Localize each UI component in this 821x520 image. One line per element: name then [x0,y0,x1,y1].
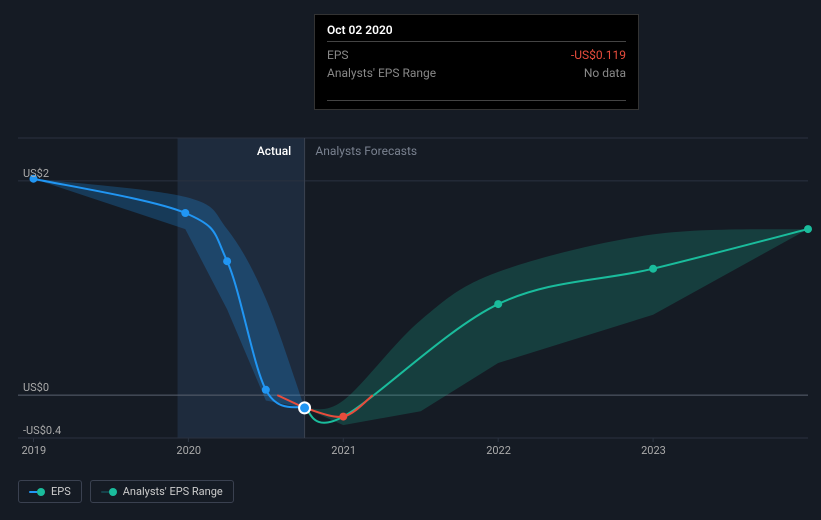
x-axis-label: 2019 [21,444,46,457]
eps-forecast-line-marker [494,300,502,308]
tooltip-row-value: No data [584,66,626,80]
legend-label: Analysts' EPS Range [123,485,223,498]
chart-tooltip: Oct 02 2020 EPS -US$0.119 Analysts' EPS Ra… [314,14,639,110]
eps-forecast-line-marker [339,413,347,421]
tooltip-row: Analysts' EPS Range No data [327,64,626,82]
tooltip-row-label: Analysts' EPS Range [327,66,436,80]
region-label-forecast: Analysts Forecasts [315,144,417,158]
tooltip-row: EPS -US$0.119 [327,46,626,64]
y-axis-label: US$0 [23,381,49,394]
x-axis-label: 2021 [331,444,356,457]
eps-actual-line-marker [181,209,189,217]
chart-legend: EPS Analysts' EPS Range [18,480,234,503]
eps-forecast-line-marker [649,265,657,273]
eps-actual-line-marker [223,257,231,265]
x-axis-label: 2022 [486,444,511,457]
legend-item-eps[interactable]: EPS [18,480,82,503]
legend-item-range[interactable]: Analysts' EPS Range [90,480,234,503]
eps-range-forecast-area [305,229,808,425]
y-axis-label: US$2 [23,167,49,180]
eps-actual-line-marker [262,386,270,394]
y-axis-label: -US$0.4 [23,424,61,437]
tooltip-row-value: -US$0.119 [571,48,626,62]
x-axis-label: 2023 [641,444,666,457]
tooltip-date: Oct 02 2020 [327,23,626,42]
eps-forecast-line-marker [804,225,812,233]
region-label-actual: Actual [257,144,291,158]
legend-label: EPS [51,485,71,498]
highlight-marker [299,402,310,413]
tooltip-row-label: EPS [327,48,349,62]
legend-swatch [101,488,117,496]
legend-swatch [29,488,45,496]
x-axis-label: 2020 [176,444,201,457]
